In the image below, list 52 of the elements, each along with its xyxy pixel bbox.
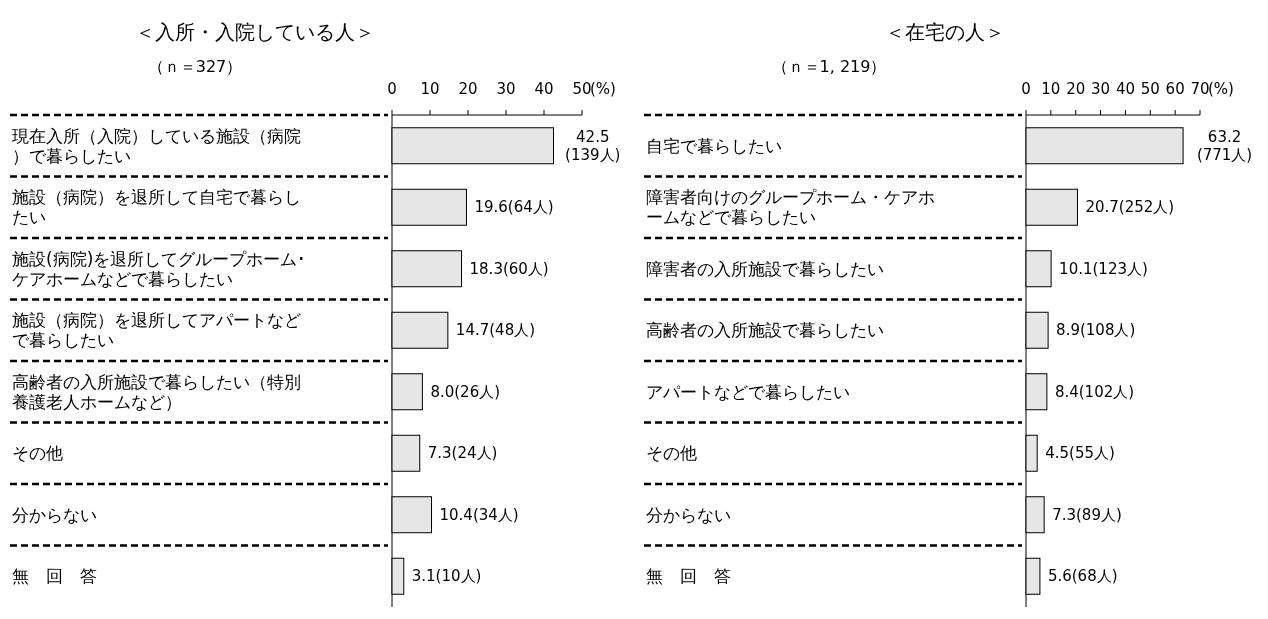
- x2-tick-label: 40: [1115, 80, 1135, 98]
- y-tick-label: 高齢者の入所施設で暮らしたい（特別養護老人ホームなど）: [12, 371, 301, 412]
- data-label: 4.5(55人): [1045, 444, 1115, 463]
- chart-title: ＜入所・入院している人＞: [135, 20, 375, 44]
- x2-axis-title: (%): [1208, 80, 1234, 98]
- x2-tick-label: 50: [572, 80, 592, 98]
- y-tick-label: 施設（病院）を退所して自宅で暮らしたい: [12, 187, 301, 228]
- data-label: 5.6(68人): [1047, 567, 1118, 586]
- x2-tick-label: 30: [1091, 80, 1111, 98]
- x2-tick-label: 30: [496, 80, 516, 98]
- chart-title: ＜在宅の人＞: [885, 20, 1005, 44]
- y-tick-label: その他: [646, 443, 697, 464]
- y-tick-label: 無 回 答: [12, 566, 97, 587]
- x2-tick-label: 0: [387, 80, 397, 98]
- data-label: 63.2(771人): [1196, 127, 1253, 164]
- x2-tick-label: 10: [420, 80, 440, 98]
- y-tick-label: 分からない: [12, 504, 97, 525]
- data-label: 42.5(139人): [565, 127, 621, 164]
- y-tick-label: 障害者の入所施設で暮らしたい: [646, 258, 884, 279]
- data-label: 3.1(10人): [411, 567, 482, 586]
- data-label: 18.3(60人): [469, 259, 549, 278]
- data-label: 7.3(24人): [427, 444, 498, 463]
- data-label: 8.9(108人): [1056, 321, 1136, 340]
- x2-tick-label: 0: [1021, 80, 1031, 98]
- text: （ｎ＝327）: [147, 56, 243, 76]
- x2-tick-label: 20: [1066, 80, 1086, 98]
- y-tick-label: 障害者向けのグループホーム・ケアホームなどで暮らしたい: [646, 187, 935, 228]
- data-label: 19.6(64人): [474, 198, 554, 217]
- y-tick-label: 無 回 答: [646, 566, 731, 587]
- y-tick-label: アパートなどで暮らしたい: [646, 381, 850, 402]
- x2-tick-label: 20: [458, 80, 478, 98]
- y-tick-label: その他: [12, 443, 63, 464]
- y-tick-label: 現在入所（入院）している施設（病院）で暮らしたい: [12, 125, 301, 166]
- data-label: 20.7(252人): [1085, 198, 1175, 217]
- x2-tick-label: 70: [1190, 80, 1210, 98]
- data-label: 14.7(48人): [455, 321, 536, 340]
- x2-axis-title: (%): [590, 80, 616, 98]
- text: （ｎ＝1, 219）: [771, 56, 887, 76]
- data-label: 7.3(89人): [1052, 505, 1122, 524]
- data-label: 10.4(34人): [439, 505, 519, 524]
- data-label: 10.1(123人): [1059, 259, 1148, 278]
- x2-tick-label: 50: [1140, 80, 1160, 98]
- x2-tick-label: 40: [534, 80, 554, 98]
- data-label: 8.4(102人): [1054, 382, 1135, 401]
- x2-tick-label: 10: [1041, 80, 1061, 98]
- data-label: 8.0(26人): [430, 382, 501, 401]
- y-tick-label: 高齢者の入所施設で暮らしたい: [646, 320, 884, 341]
- y-tick-label: 施設（病院）を退所してアパートなどで暮らしたい: [12, 310, 301, 351]
- y-tick-label: 分からない: [646, 504, 731, 525]
- y-tick-label: 自宅で暮らしたい: [646, 135, 782, 156]
- x2-tick-label: 60: [1165, 80, 1185, 98]
- y-tick-label: 施設(病院)を退所してグループホーム･ケアホームなどで暮らしたい: [12, 248, 307, 289]
